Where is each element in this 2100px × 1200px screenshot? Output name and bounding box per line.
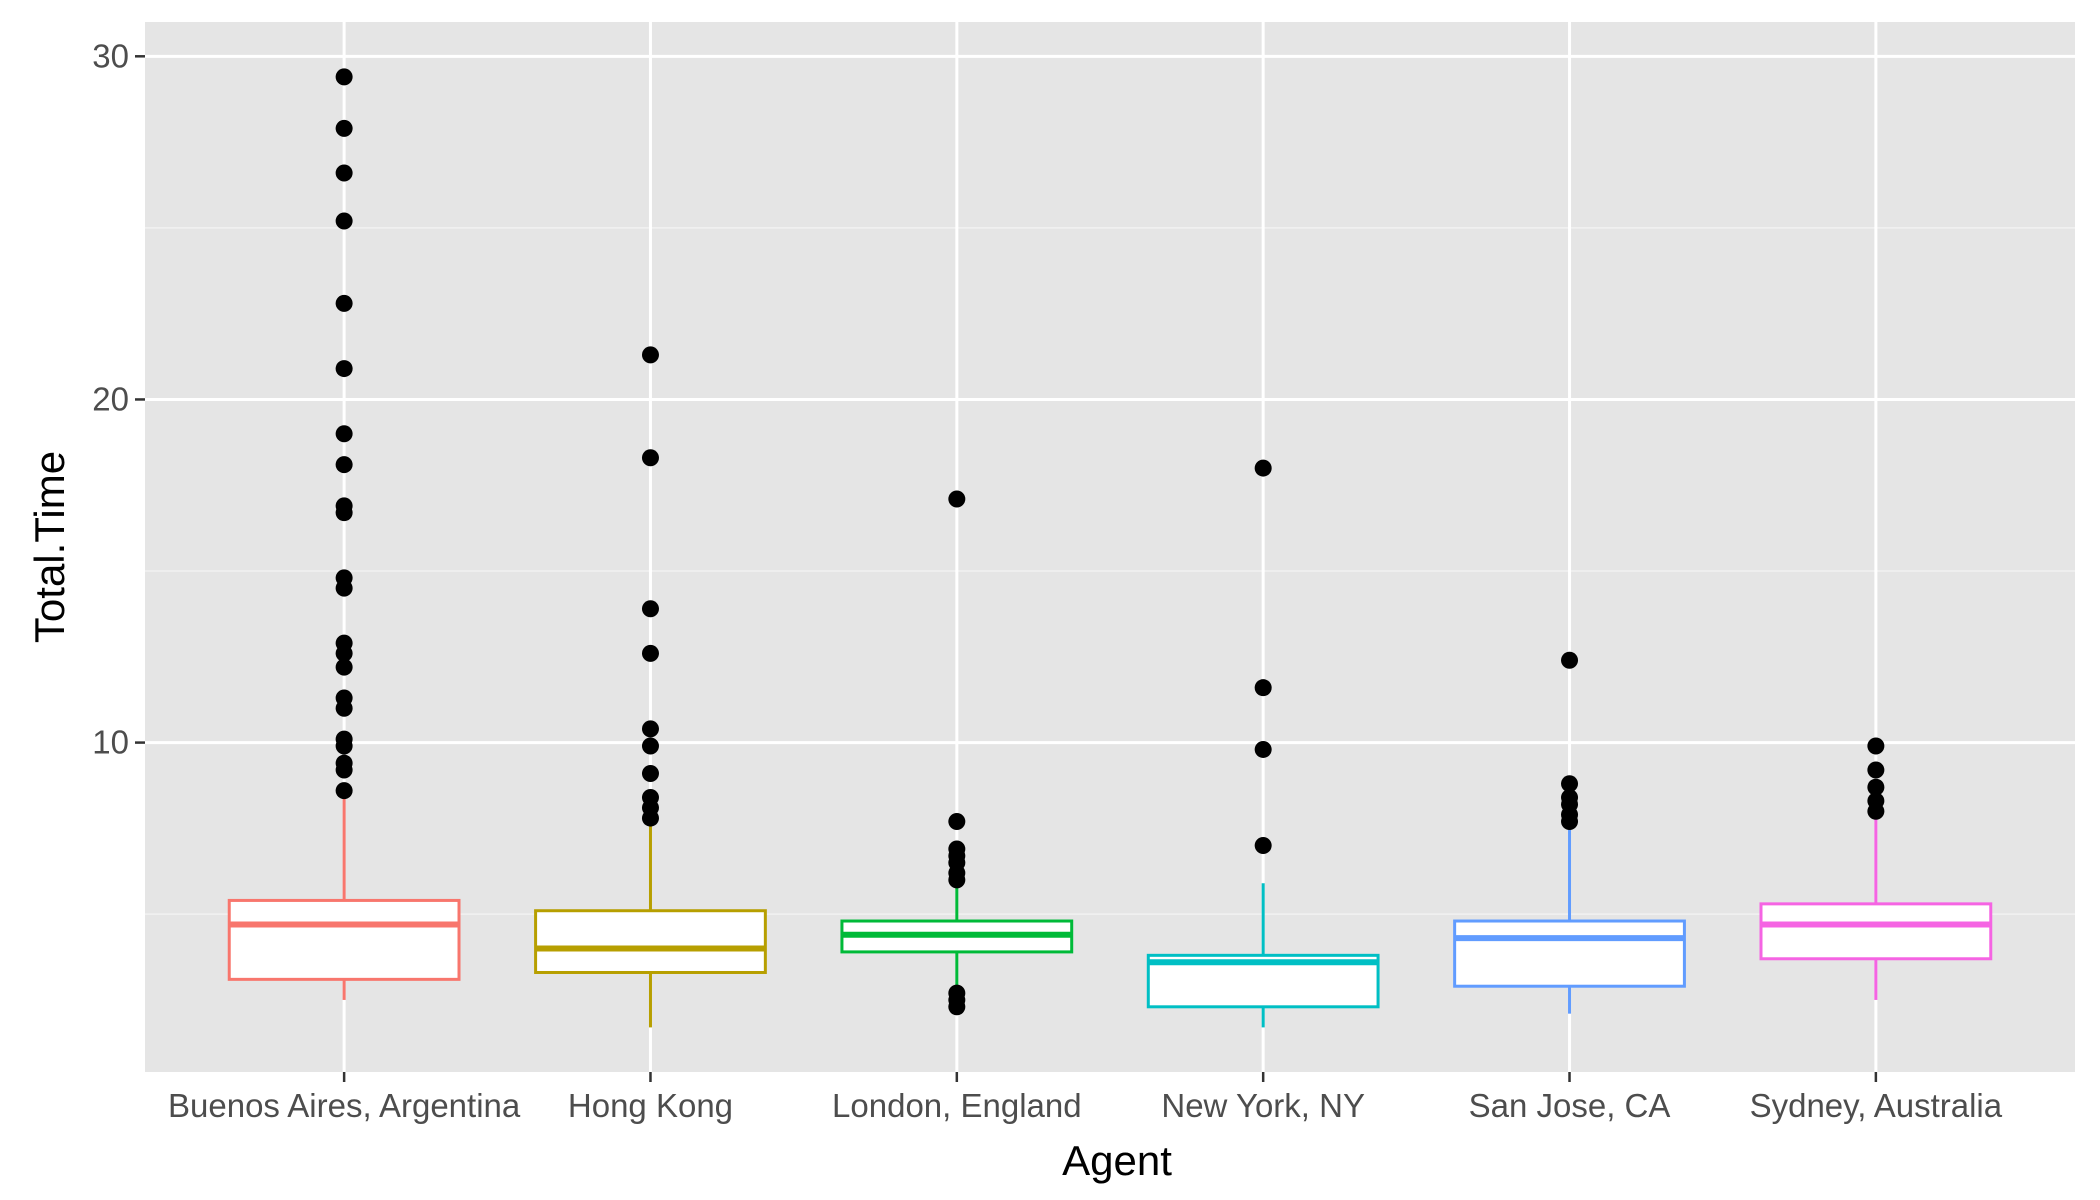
outlier-point bbox=[335, 360, 353, 378]
outlier-point bbox=[641, 809, 659, 827]
box bbox=[1759, 902, 1993, 961]
outlier-point bbox=[335, 658, 353, 676]
outlier-point bbox=[1867, 761, 1885, 779]
box bbox=[227, 898, 461, 981]
x-tick-label: Sydney, Australia bbox=[1750, 1087, 2003, 1124]
y-axis-title: Total.Time bbox=[26, 451, 73, 643]
outlier-point bbox=[335, 68, 353, 86]
outlier-point bbox=[335, 579, 353, 597]
y-axis: 10 20 30 bbox=[92, 37, 145, 761]
outlier-point bbox=[335, 782, 353, 800]
x-tick-label: Buenos Aires, Argentina bbox=[168, 1087, 521, 1124]
outlier-point bbox=[335, 504, 353, 522]
box bbox=[534, 909, 767, 974]
box-series bbox=[227, 68, 1993, 1028]
outlier-point bbox=[335, 294, 353, 312]
box-group bbox=[840, 490, 1074, 1016]
outlier-point bbox=[335, 644, 353, 662]
outlier-point bbox=[641, 737, 659, 755]
y-tick-label: 30 bbox=[92, 37, 129, 74]
x-tick-label: London, England bbox=[832, 1087, 1082, 1124]
y-tick-label: 10 bbox=[92, 724, 129, 761]
outlier-point bbox=[948, 998, 966, 1016]
box-group bbox=[534, 346, 767, 1028]
outlier-point bbox=[335, 212, 353, 230]
outlier-point bbox=[1867, 778, 1885, 796]
plot-panel bbox=[145, 22, 2075, 1072]
outlier-point bbox=[641, 346, 659, 364]
outlier-point bbox=[948, 813, 966, 831]
outlier-point bbox=[1254, 459, 1272, 477]
x-tick-label: Hong Kong bbox=[568, 1087, 733, 1124]
outlier-point bbox=[1254, 837, 1272, 855]
x-axis-title: Agent bbox=[1062, 1137, 1172, 1184]
outlier-point bbox=[641, 720, 659, 738]
outlier-point bbox=[335, 164, 353, 182]
y-tick-label: 20 bbox=[92, 380, 129, 417]
box bbox=[1453, 919, 1686, 988]
x-axis: Buenos Aires, Argentina Hong Kong London, … bbox=[168, 1072, 2003, 1124]
outlier-point bbox=[948, 490, 966, 508]
outlier-point bbox=[641, 764, 659, 782]
outlier-point bbox=[641, 449, 659, 467]
outlier-point bbox=[1867, 737, 1885, 755]
outlier-point bbox=[1254, 679, 1272, 697]
outlier-point bbox=[335, 699, 353, 717]
minor-gridlines bbox=[145, 227, 2075, 915]
outlier-point bbox=[641, 644, 659, 662]
x-tick-label: San Jose, CA bbox=[1469, 1087, 1671, 1124]
outlier-point bbox=[641, 600, 659, 618]
outlier-point bbox=[335, 425, 353, 443]
box-group bbox=[1453, 651, 1686, 1014]
outlier-point bbox=[1561, 651, 1579, 669]
outlier-point bbox=[335, 119, 353, 137]
outlier-point bbox=[1561, 775, 1579, 793]
box-group bbox=[227, 68, 461, 1000]
outlier-point bbox=[335, 761, 353, 779]
x-tick-label: New York, NY bbox=[1161, 1087, 1365, 1124]
outlier-point bbox=[948, 871, 966, 889]
outlier-point bbox=[335, 456, 353, 474]
outlier-point bbox=[1254, 740, 1272, 758]
outlier-point bbox=[1561, 813, 1579, 831]
outlier-point bbox=[335, 737, 353, 755]
box-group bbox=[1146, 459, 1380, 1028]
box-group bbox=[1759, 737, 1993, 1000]
outlier-point bbox=[1867, 802, 1885, 820]
